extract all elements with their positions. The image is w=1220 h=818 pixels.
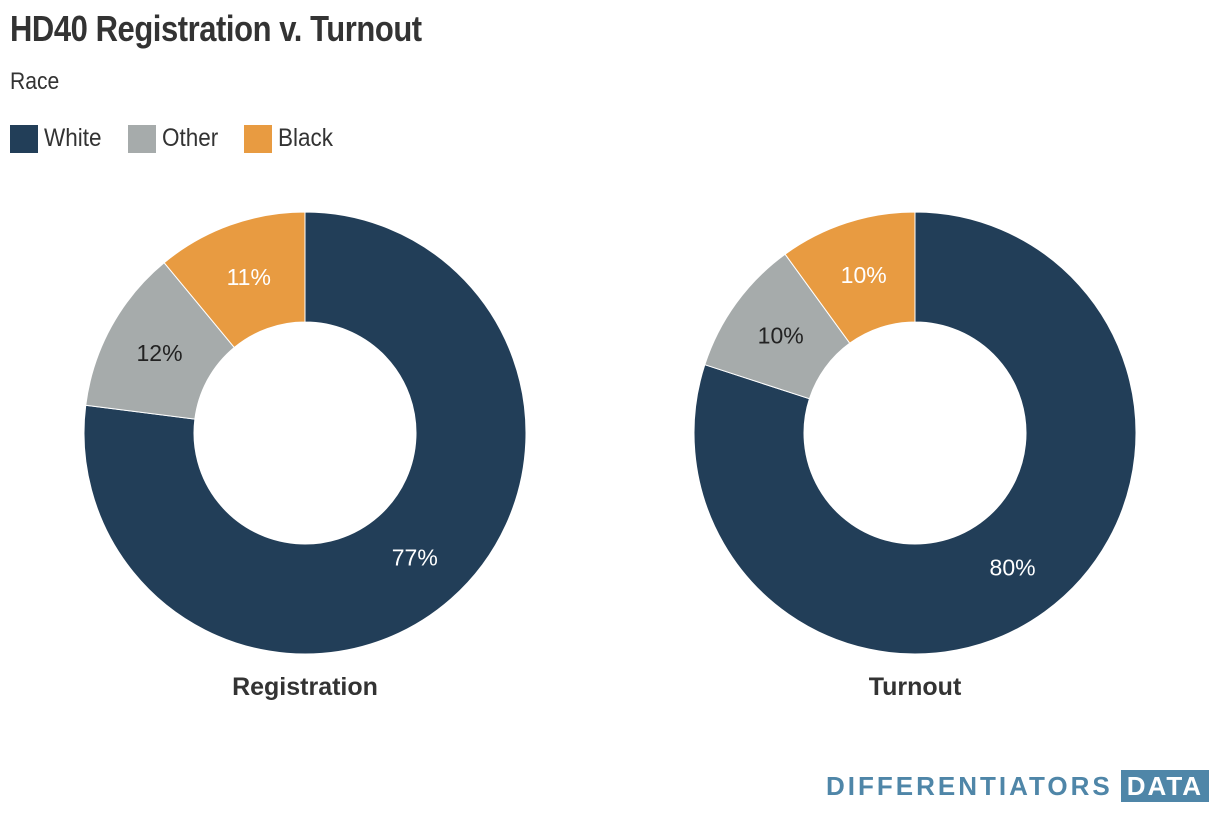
chart-label-registration: Registration	[232, 673, 378, 701]
data-label-white: 80%	[990, 554, 1036, 580]
logo-word: DIFFERENTIATORS	[826, 770, 1113, 801]
logo-box: DATA	[1120, 770, 1210, 802]
data-label-black: 11%	[227, 264, 271, 290]
data-label-black: 10%	[841, 262, 887, 288]
chart-label-turnout: Turnout	[869, 673, 962, 701]
legend-item-white: White	[10, 124, 108, 153]
slice-white	[83, 211, 527, 655]
donut-chart-turnout: 80% 10% 10% Turnout	[693, 211, 1137, 701]
slice-white	[693, 211, 1137, 655]
legend-label-white: White	[44, 124, 102, 152]
slice-black	[163, 211, 306, 349]
legend-swatch-other	[127, 124, 156, 153]
donut-chart-registration: 77% 12% 11% Registration	[83, 211, 527, 701]
legend-swatch-black	[244, 124, 273, 153]
legend-label-other: Other	[161, 124, 219, 152]
data-label-other: 12%	[137, 340, 183, 366]
legend: White Other Black	[10, 124, 360, 153]
chart-title: HD40 Registration v. Turnout	[10, 8, 422, 49]
chart-subtitle: Race	[10, 68, 60, 95]
legend-item-other: Other	[127, 124, 225, 153]
legend-item-black: Black	[244, 124, 339, 153]
legend-label-black: Black	[278, 124, 334, 152]
legend-swatch-white	[10, 124, 38, 153]
data-label-white: 77%	[392, 545, 438, 571]
brand-logo: DIFFERENTIATORS DATA	[826, 770, 1210, 802]
data-label-other: 10%	[758, 322, 804, 348]
slice-black	[784, 211, 916, 344]
